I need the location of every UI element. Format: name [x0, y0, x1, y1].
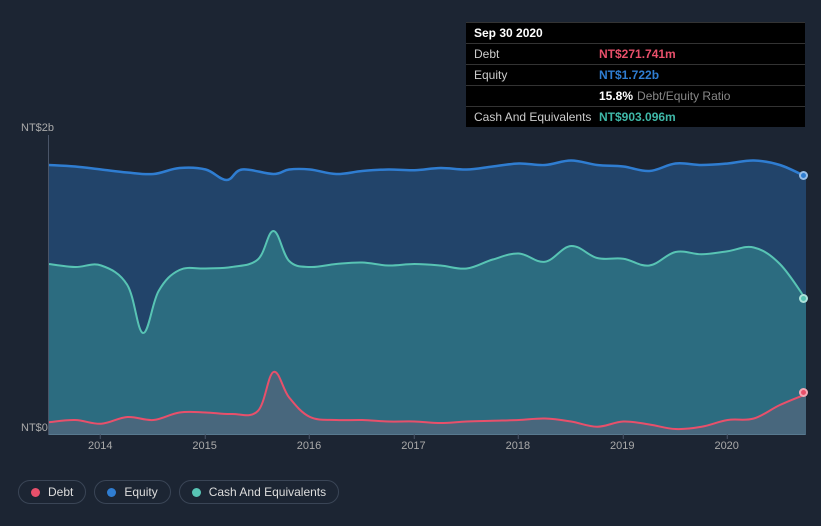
legend-cash-label: Cash And Equivalents: [209, 485, 326, 499]
legend-debt-label: Debt: [48, 485, 73, 499]
x-tick-2019: 2019: [610, 440, 634, 452]
chart-svg: [49, 135, 806, 435]
tooltip-debt-label: Debt: [474, 46, 599, 62]
legend-item-cash[interactable]: Cash And Equivalents: [179, 480, 339, 504]
legend: Debt Equity Cash And Equivalents: [18, 480, 339, 504]
x-tick-2014: 2014: [88, 440, 112, 452]
tooltip-date: Sep 30 2020: [474, 25, 543, 41]
tooltip-ratio-spacer: [474, 88, 599, 104]
x-axis: 2014 2015 2016 2017 2018 2019 2020: [48, 440, 805, 460]
y-axis-label-bottom: NT$0: [21, 422, 48, 434]
x-tick-2017: 2017: [401, 440, 425, 452]
x-tick-2016: 2016: [297, 440, 321, 452]
tooltip-equity-value: NT$1.722b: [599, 67, 659, 83]
legend-dot-cash: [192, 488, 201, 497]
tooltip-cash-value: NT$903.096m: [599, 109, 676, 125]
legend-dot-debt: [31, 488, 40, 497]
tooltip-ratio-label: Debt/Equity Ratio: [637, 88, 730, 104]
x-tick-2020: 2020: [714, 440, 738, 452]
tooltip-panel: Sep 30 2020 Debt NT$271.741m Equity NT$1…: [466, 22, 805, 127]
end-marker-equity: [799, 171, 808, 180]
legend-dot-equity: [107, 488, 116, 497]
tooltip-cash-label: Cash And Equivalents: [474, 109, 599, 125]
x-tick-2018: 2018: [506, 440, 530, 452]
x-tick-2015: 2015: [192, 440, 216, 452]
y-axis-label-top: NT$2b: [21, 122, 54, 134]
tooltip-equity-label: Equity: [474, 67, 599, 83]
legend-item-debt[interactable]: Debt: [18, 480, 86, 504]
legend-item-equity[interactable]: Equity: [94, 480, 170, 504]
legend-equity-label: Equity: [124, 485, 157, 499]
end-marker-debt: [799, 388, 808, 397]
tooltip-debt-value: NT$271.741m: [599, 46, 676, 62]
tooltip-ratio-pct: 15.8%: [599, 88, 633, 104]
chart-area[interactable]: [48, 135, 805, 435]
end-marker-cash: [799, 294, 808, 303]
